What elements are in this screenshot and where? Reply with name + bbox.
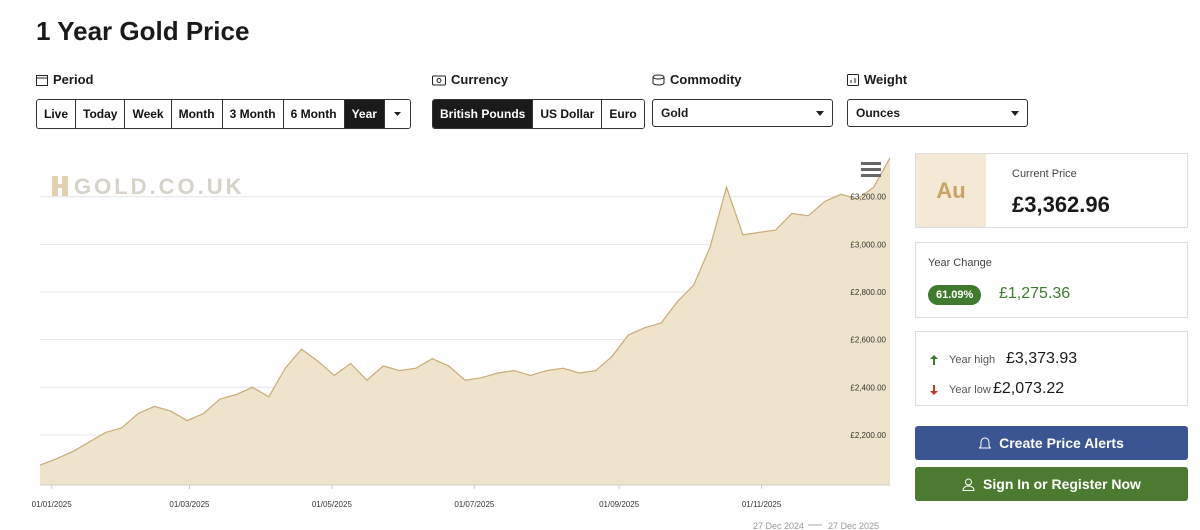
option-button[interactable]: Month [171, 100, 223, 128]
currency-label-wrap: Currency [432, 72, 508, 87]
y-tick-label: £2,600.00 [850, 336, 886, 345]
weight-select[interactable]: Ounces [847, 99, 1028, 127]
signin-button[interactable]: Sign In or Register Now [915, 467, 1188, 501]
current-label: Current Price [1012, 168, 1077, 180]
high-value: £3,373.93 [1006, 350, 1078, 367]
high-label: Year high [949, 354, 996, 366]
commodity-value: Gold [661, 106, 689, 120]
change-amount: £1,275.36 [999, 285, 1071, 302]
plot: £2,200.00 £2,400.00 £2,600.00 £2,800.00 £3,0… [32, 157, 891, 530]
y-tick-label: £2,400.00 [850, 383, 886, 392]
down-arrow [930, 385, 938, 395]
currency-icon [432, 75, 446, 85]
option-button[interactable]: US Dollar [533, 100, 603, 128]
option-button[interactable]: 6 Month [283, 100, 345, 128]
period-label: Period [53, 72, 94, 87]
calendar-icon [36, 74, 48, 86]
change-percent: 61.09% [928, 285, 982, 305]
y-tick-label: £2,200.00 [850, 431, 886, 440]
commodity-label-wrap: Commodity [652, 72, 742, 87]
page-title: 1 Year Gold Price [36, 16, 250, 46]
area-fill [40, 157, 890, 485]
range-card: Year high £3,373.93 Year low £2,073.22 [915, 331, 1188, 406]
symbol: Au [916, 154, 986, 227]
x-tick-label: 01/01/2025 [32, 500, 73, 509]
change-label: Year Change [928, 257, 992, 269]
weight-label-wrap: Weight [847, 72, 907, 87]
current-price: £3,362.96 [1012, 192, 1110, 217]
weight-label: Weight [864, 72, 908, 87]
y-tick-label: £3,200.00 [850, 193, 886, 202]
period-buttons: Live Today Week Month 3 Month 6 Month Year [36, 99, 411, 129]
chart: £2,200.00 £2,400.00 £2,600.00 £2,800.00 £3,0… [32, 157, 891, 530]
x-tick-label: 01/03/2025 [169, 500, 210, 509]
commodity-select[interactable]: Gold [652, 99, 833, 127]
up-arrow [930, 355, 938, 365]
y-tick-label: £3,000.00 [850, 240, 886, 249]
commodity-label: Commodity [670, 72, 742, 87]
x-tick-label: 01/11/2025 [742, 500, 782, 509]
bell-icon [979, 436, 992, 448]
x-tick-label: 01/05/2025 [312, 500, 353, 509]
weight-value: Ounces [856, 106, 901, 120]
alerts-button[interactable]: Create Price Alerts [915, 426, 1188, 460]
period-label-wrap: Period [36, 72, 93, 87]
low-label: Year low [949, 384, 991, 396]
price-line [39, 157, 891, 466]
watermark: GOLD.CO.UK [74, 174, 245, 199]
option-button[interactable]: Live [37, 100, 77, 128]
user-icon [962, 478, 975, 491]
alerts-label: Create Price Alerts [999, 435, 1124, 451]
x-tick-label: 01/07/2025 [454, 500, 495, 509]
option-button[interactable]: Euro [602, 100, 644, 128]
y-tick-label: £2,800.00 [850, 288, 886, 297]
option-button[interactable]: British Pounds [433, 100, 534, 128]
option-button[interactable]: Year [344, 100, 385, 128]
x-tick-label: 01/09/2025 [599, 500, 640, 509]
watermark-icon [52, 176, 68, 196]
currency-label: Currency [451, 72, 509, 87]
caret [816, 110, 824, 116]
current-price-card: Au Current Price £3,362.96 [915, 153, 1188, 228]
low-value: £2,073.22 [993, 380, 1065, 397]
option-button[interactable]: Today [76, 100, 126, 128]
range-start: 27 Dec 2024 [753, 521, 804, 530]
range-end: 27 Dec 2025 [828, 521, 879, 530]
weight-icon [847, 73, 859, 86]
option-button[interactable]: Week [125, 100, 172, 128]
commodity-icon [652, 74, 665, 86]
menu-icon[interactable] [861, 162, 881, 177]
signin-label: Sign In or Register Now [983, 476, 1141, 492]
more-button[interactable] [384, 100, 410, 128]
caret [393, 112, 401, 116]
option-button[interactable]: 3 Month [222, 100, 284, 128]
currency-buttons: British Pounds US Dollar Euro [432, 99, 645, 129]
year-change-card: Year Change 61.09% £1,275.36 [915, 242, 1188, 318]
caret [1011, 110, 1019, 116]
